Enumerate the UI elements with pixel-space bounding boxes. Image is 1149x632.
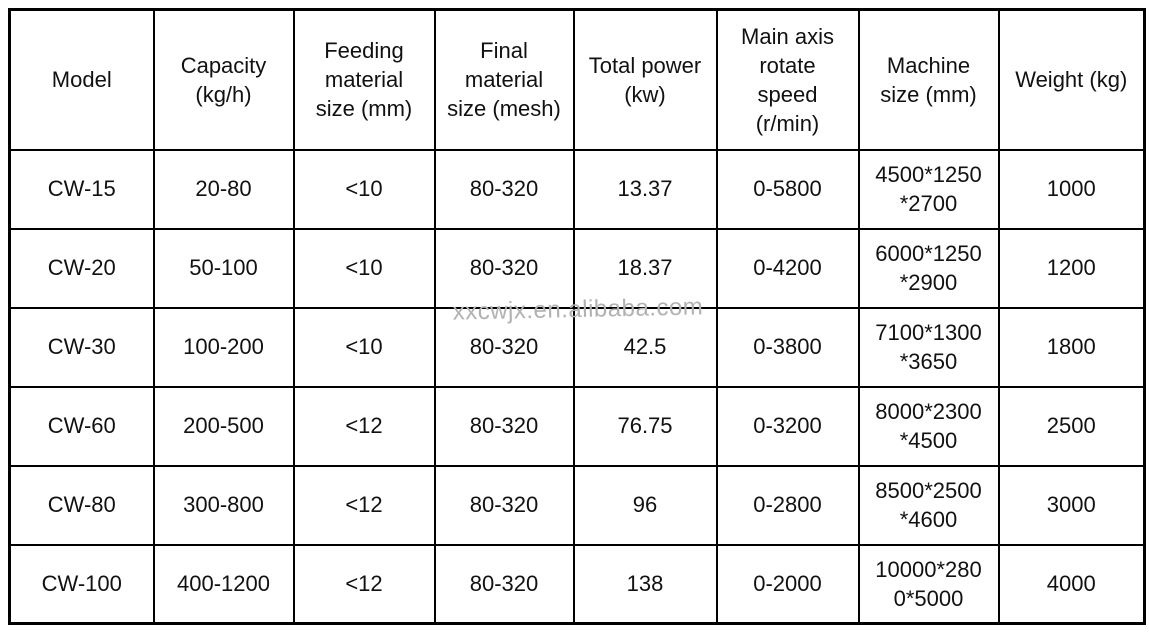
cell-model: CW-15 (8, 148, 155, 230)
cell-machine-size: 6000*1250 *2900 (857, 227, 1000, 309)
cell-total-power: 42.5 (572, 306, 718, 388)
header-row: Model Capacity (kg/h) Feeding material s… (8, 8, 1146, 151)
cell-machine-size: 7100*1300 *3650 (857, 306, 1000, 388)
cell-total-power: 76.75 (572, 385, 718, 467)
column-header-machine-size: Machine size (mm) (857, 8, 1000, 151)
cell-total-power: 18.37 (572, 227, 718, 309)
cell-model: CW-20 (8, 227, 155, 309)
cell-capacity: 400-1200 (152, 543, 295, 625)
cell-total-power: 96 (572, 464, 718, 546)
table-row-cw-100: CW-100 400-1200 <12 80-320 138 0-2000 10… (8, 543, 1146, 625)
table-row-cw-80: CW-80 300-800 <12 80-320 96 0-2800 8500*… (8, 464, 1146, 546)
cell-weight: 4000 (997, 543, 1146, 625)
cell-total-power: 138 (572, 543, 718, 625)
table-row-cw-30: CW-30 100-200 <10 80-320 42.5 0-3800 710… (8, 306, 1146, 388)
cell-capacity: 300-800 (152, 464, 295, 546)
cell-final-size: 80-320 (433, 464, 575, 546)
cell-feeding-size: <12 (292, 385, 436, 467)
table-row-cw-20: CW-20 50-100 <10 80-320 18.37 0-4200 600… (8, 227, 1146, 309)
cell-capacity: 100-200 (152, 306, 295, 388)
table-row-cw-60: CW-60 200-500 <12 80-320 76.75 0-3200 80… (8, 385, 1146, 467)
cell-feeding-size: <10 (292, 148, 436, 230)
cell-model: CW-100 (8, 543, 155, 625)
table-row-cw-15: CW-15 20-80 <10 80-320 13.37 0-5800 4500… (8, 148, 1146, 230)
cell-rotate-speed: 0-5800 (715, 148, 860, 230)
machine-spec-table: Model Capacity (kg/h) Feeding material s… (8, 8, 1146, 625)
cell-weight: 1800 (997, 306, 1146, 388)
cell-machine-size: 10000*280 0*5000 (857, 543, 1000, 625)
cell-rotate-speed: 0-2800 (715, 464, 860, 546)
cell-final-size: 80-320 (433, 306, 575, 388)
cell-capacity: 50-100 (152, 227, 295, 309)
cell-final-size: 80-320 (433, 543, 575, 625)
column-header-total-power: Total power (kw) (572, 8, 718, 151)
cell-final-size: 80-320 (433, 385, 575, 467)
cell-final-size: 80-320 (433, 227, 575, 309)
cell-weight: 3000 (997, 464, 1146, 546)
cell-model: CW-30 (8, 306, 155, 388)
column-header-weight: Weight (kg) (997, 8, 1146, 151)
cell-feeding-size: <10 (292, 227, 436, 309)
column-header-final-size: Final material size (mesh) (433, 8, 575, 151)
cell-rotate-speed: 0-4200 (715, 227, 860, 309)
cell-machine-size: 8500*2500 *4600 (857, 464, 1000, 546)
cell-model: CW-60 (8, 385, 155, 467)
cell-final-size: 80-320 (433, 148, 575, 230)
cell-rotate-speed: 0-2000 (715, 543, 860, 625)
cell-weight: 2500 (997, 385, 1146, 467)
cell-model: CW-80 (8, 464, 155, 546)
cell-capacity: 200-500 (152, 385, 295, 467)
cell-capacity: 20-80 (152, 148, 295, 230)
cell-feeding-size: <12 (292, 543, 436, 625)
column-header-capacity: Capacity (kg/h) (152, 8, 295, 151)
cell-weight: 1200 (997, 227, 1146, 309)
column-header-feeding-size: Feeding material size (mm) (292, 8, 436, 151)
cell-feeding-size: <10 (292, 306, 436, 388)
cell-feeding-size: <12 (292, 464, 436, 546)
cell-total-power: 13.37 (572, 148, 718, 230)
cell-rotate-speed: 0-3800 (715, 306, 860, 388)
cell-weight: 1000 (997, 148, 1146, 230)
cell-machine-size: 8000*2300 *4500 (857, 385, 1000, 467)
column-header-rotate-speed: Main axis rotate speed (r/min) (715, 8, 860, 151)
cell-rotate-speed: 0-3200 (715, 385, 860, 467)
cell-machine-size: 4500*1250 *2700 (857, 148, 1000, 230)
column-header-model: Model (8, 8, 155, 151)
